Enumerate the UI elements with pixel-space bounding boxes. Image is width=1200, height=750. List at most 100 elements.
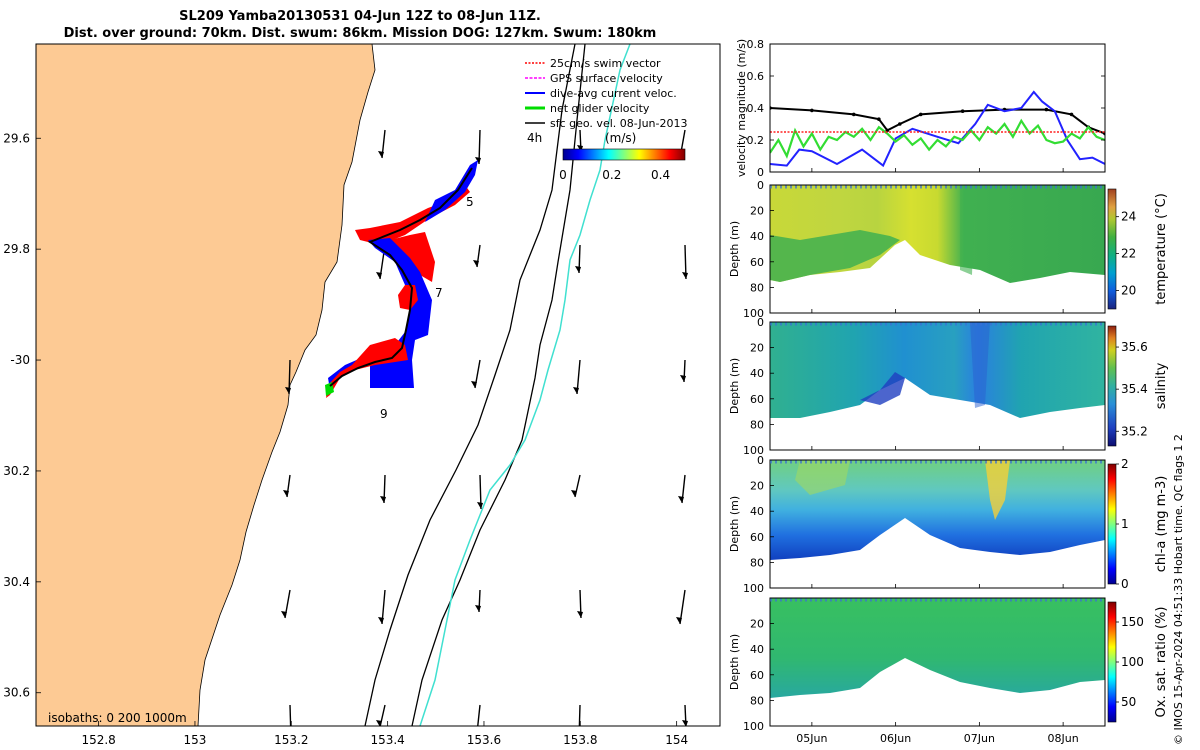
- velocity-black-point: [918, 112, 923, 117]
- velocity-panel: 0 0.2 0.4 0.6 0.8 velocity magnitude (m/s): [735, 38, 1106, 179]
- land-mass: [36, 44, 375, 726]
- isobath-200m: [364, 44, 576, 726]
- colorbar-tick-label: 100: [1121, 655, 1144, 669]
- legend-entry-dive-avg: dive-avg current veloc.: [525, 87, 677, 100]
- imos-credit: © IMOS 15-Apr-2024 04:51:33 Hobart time.…: [1172, 434, 1185, 745]
- map-colorbar-tick: 0.4: [651, 168, 670, 182]
- velocity-y-tick-label: 0.6: [747, 70, 765, 83]
- velocity-ylabel: velocity magnitude (m/s): [735, 39, 748, 177]
- velocity-black-point: [810, 108, 814, 113]
- map-x-tick-label: 154: [665, 733, 688, 747]
- isobath-1000m: [411, 44, 586, 726]
- colorbar-tick-label: 35.4: [1121, 382, 1148, 396]
- title-line-2: Dist. over ground: 70km. Dist. swum: 86k…: [63, 26, 657, 41]
- velocity-y-ticks: 0 0.2 0.4 0.6 0.8: [747, 38, 1105, 179]
- colorbar-tick-label: 1: [1121, 517, 1129, 531]
- section-x-tick-label: 06Jun: [880, 732, 911, 745]
- section-y-tick-label: 100: [743, 444, 764, 457]
- velocity-series: [770, 90, 1105, 168]
- colorbar-label: Ox. sat. ratio (%): [1154, 607, 1169, 718]
- section-ylabel: Depth (m): [728, 358, 741, 414]
- section-y-tick-label: 40: [750, 643, 764, 656]
- section-colorbar: [1107, 188, 1117, 310]
- velocity-black-point: [960, 109, 965, 113]
- section-y-tick-label: 80: [750, 418, 764, 431]
- isobath-0m: [197, 44, 376, 726]
- section-x-tick-label: 08Jun: [1048, 732, 1079, 745]
- track-label-5: 5: [466, 195, 474, 209]
- map-x-tick-label: 153.6: [467, 733, 501, 747]
- velocity-black-point: [851, 112, 856, 117]
- section-y-tick-label: 80: [750, 694, 764, 707]
- map-legend: 25cm/s swim vector GPS surface velocity …: [525, 57, 687, 182]
- colorbar-unit-label: (m/s): [605, 131, 636, 145]
- section-frame: [769, 597, 1106, 727]
- map-colorbar-tick: 0: [559, 168, 567, 182]
- section-colorbar: [1107, 325, 1117, 447]
- velocity-black-point: [877, 117, 881, 121]
- colorbar-tick-label: 24: [1121, 210, 1136, 224]
- section-ylabel: Depth (m): [728, 634, 741, 690]
- section-y-tick-label: 80: [750, 556, 764, 569]
- time-step-label: 4h: [527, 131, 542, 145]
- surface-velocity-arrows: [281, 129, 688, 726]
- velocity-y-tick-label: 0: [757, 166, 764, 179]
- svg-text:25cm/s swim vector: 25cm/s swim vector: [550, 57, 661, 70]
- map-x-tick-label: 153: [184, 733, 207, 747]
- section-ylabel: Depth (m): [728, 221, 741, 277]
- section-x-tick-label: 07Jun: [964, 732, 995, 745]
- legend-entry-swim-vector: 25cm/s swim vector: [525, 57, 661, 70]
- map-y-tick-label: 29.8: [3, 242, 30, 256]
- map-y-tick-label: -30: [10, 353, 30, 367]
- velocity-y-tick-label: 0.4: [747, 102, 765, 115]
- map-x-tick-label: 153.8: [563, 733, 597, 747]
- map-colorbar: [562, 148, 686, 161]
- section-y-tick-label: 20: [750, 618, 764, 631]
- track-label-7: 7: [435, 286, 443, 300]
- chart-title: SL209 Yamba20130531 04-Jun 12Z to 08-Jun…: [0, 8, 720, 42]
- section-y-tick-label: 60: [750, 669, 764, 682]
- map-x-tick-label: 152.8: [81, 733, 115, 747]
- svg-text:net glider velocity: net glider velocity: [550, 102, 650, 115]
- chla-field: [770, 460, 1105, 560]
- section-frame: [769, 184, 1106, 314]
- map-x-tick-label: 153.2: [274, 733, 308, 747]
- legend-entry-sfc-geo: sfc geo. vel. 08-Jun-2013: [525, 117, 687, 130]
- velocity-black-point: [885, 128, 890, 133]
- section-y-tick-label: 0: [757, 179, 764, 192]
- section-ylabel: Depth (m): [728, 496, 741, 552]
- section-y-tick-label: 60: [750, 393, 764, 406]
- colorbar-tick-label: 150: [1121, 615, 1144, 629]
- glider-track: 5 7 9: [325, 160, 478, 421]
- colorbar-tick-label: 2: [1121, 457, 1129, 471]
- velocity-y-tick-label: 0.2: [747, 134, 765, 147]
- colorbar-label: salinity: [1154, 362, 1169, 409]
- legend-entry-net-glider: net glider velocity: [525, 102, 650, 115]
- section-y-tick-label: 100: [743, 720, 764, 733]
- map-y-tick-label: 30.4: [3, 575, 30, 589]
- section-y-tick-label: 0: [757, 454, 764, 467]
- svg-text:GPS surface velocity: GPS surface velocity: [550, 72, 663, 85]
- section-y-tick-label: 40: [750, 505, 764, 518]
- section-y-tick-label: 60: [750, 256, 764, 269]
- colorbar-label: chl-a (mg m-3): [1154, 476, 1169, 573]
- track-label-9: 9: [380, 407, 388, 421]
- map-x-tick-label: 153.4: [370, 733, 404, 747]
- geostrophic-contour: [419, 44, 631, 726]
- velocity-y-tick-label: 0.8: [747, 38, 765, 51]
- colorbar-tick-label: 20: [1121, 284, 1136, 298]
- map-colorbar-tick: 0.2: [602, 168, 621, 182]
- section-colorbar: [1107, 601, 1117, 723]
- colorbar-tick-label: 35.2: [1121, 424, 1148, 438]
- section-y-tick-label: 100: [743, 307, 764, 320]
- title-line-1: SL209 Yamba20130531 04-Jun 12Z to 08-Jun…: [179, 9, 541, 24]
- section-frame: [769, 321, 1106, 451]
- svg-text:sfc geo. vel. 08-Jun-2013: sfc geo. vel. 08-Jun-2013: [550, 117, 687, 130]
- velocity-series-2: [770, 118, 1105, 159]
- map-y-tick-label: 29.6: [3, 131, 30, 145]
- map-panel: 5 7 9 152.8 153 153.2 153.4 153.6 153.8 154 29.…: [3, 43, 721, 747]
- temperature-field: [770, 185, 1105, 283]
